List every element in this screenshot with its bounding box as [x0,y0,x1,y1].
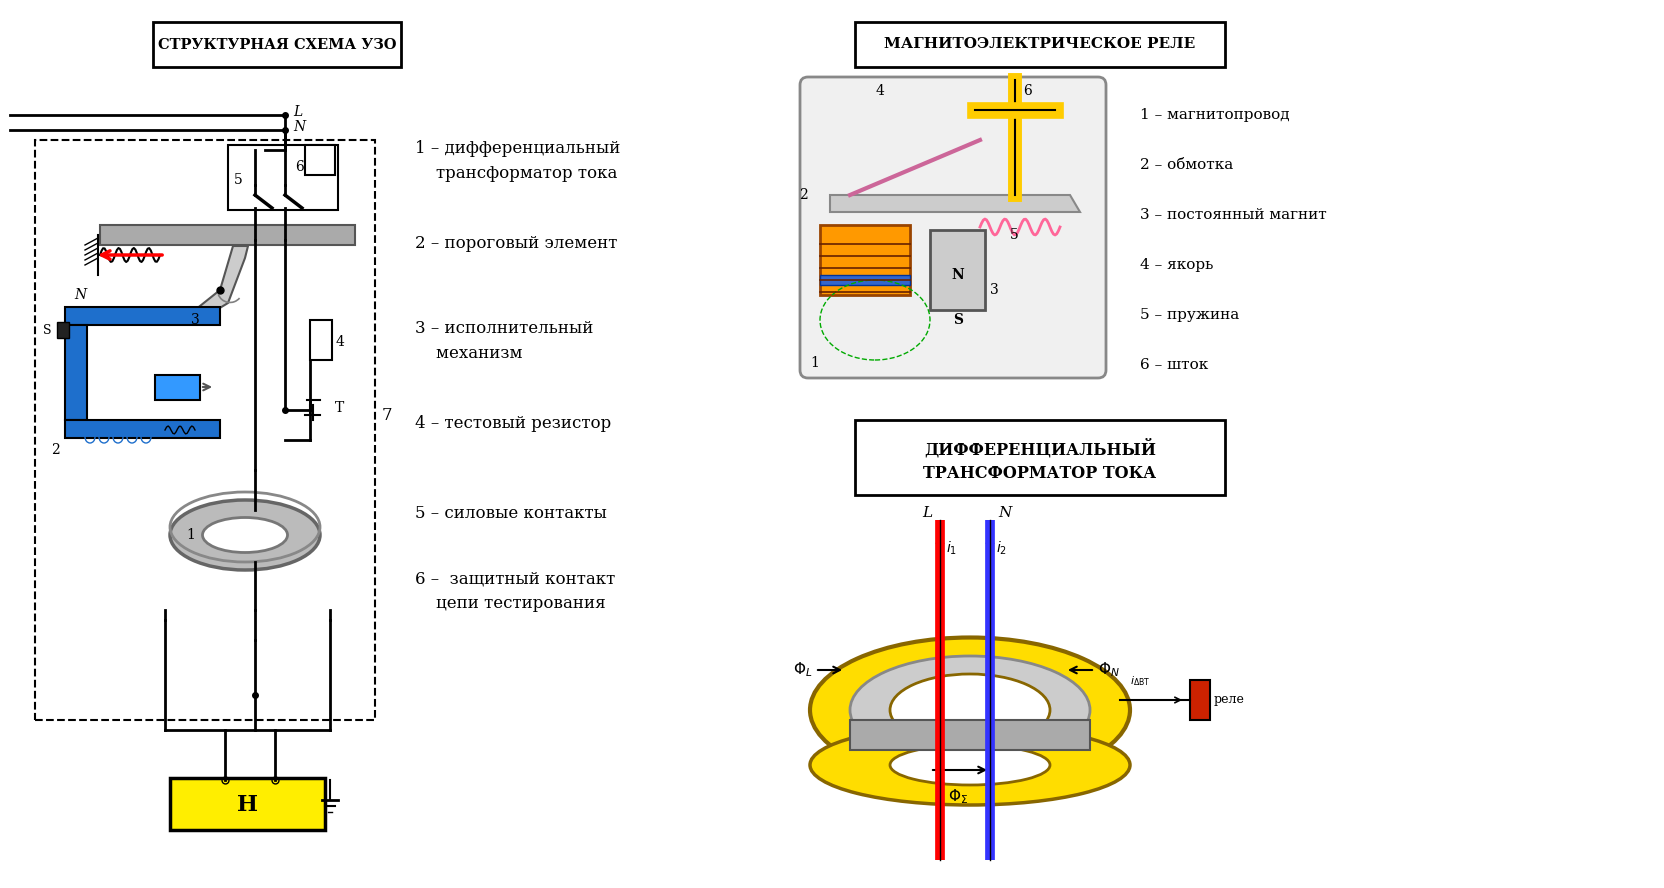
Text: 6: 6 [1023,84,1032,98]
Text: 1 – дифференциальный
    трансформатор тока: 1 – дифференциальный трансформатор тока [414,140,621,182]
Text: $\Phi_L$: $\Phi_L$ [792,661,812,679]
Bar [228,145,338,210]
Bar [65,307,220,325]
Bar [35,140,374,720]
Text: $i_{\Delta{\rm BT}}$: $i_{\Delta{\rm BT}}$ [1130,674,1150,688]
Ellipse shape [170,500,319,570]
Text: S: S [953,313,963,327]
Text: $\Phi_\Sigma$: $\Phi_\Sigma$ [948,787,968,805]
Text: 6: 6 [295,160,305,174]
Text: $i_1$: $i_1$ [947,539,957,557]
Bar [855,420,1225,495]
Text: N: N [73,288,87,302]
Text: 4 – якорь: 4 – якорь [1140,258,1213,272]
Bar [855,22,1225,67]
Text: T: T [334,401,344,415]
Text: L: L [922,506,932,520]
Text: $i_2$: $i_2$ [997,539,1007,557]
Text: 6 –  защитный контакт
    цепи тестирования: 6 – защитный контакт цепи тестирования [414,570,616,612]
Text: 7: 7 [383,407,393,424]
Ellipse shape [890,674,1050,746]
Text: 6 – шток: 6 – шток [1140,358,1208,372]
Text: 4: 4 [875,84,885,98]
Text: ДИФФЕРЕНЦИАЛЬНЫЙ
ТРАНСФОРМАТОР ТОКА: ДИФФЕРЕНЦИАЛЬНЫЙ ТРАНСФОРМАТОР ТОКА [924,439,1156,481]
Text: 5 – пружина: 5 – пружина [1140,308,1240,322]
Bar [305,145,334,175]
Bar [57,322,68,338]
Text: 3 – постоянный магнит: 3 – постоянный магнит [1140,208,1326,222]
Bar [170,778,324,830]
Text: 5: 5 [1010,228,1018,242]
Ellipse shape [810,638,1130,782]
Text: L: L [293,105,303,119]
Bar [310,320,333,360]
Bar [155,375,200,400]
Text: 1: 1 [186,528,195,542]
Ellipse shape [203,518,288,552]
Text: 2 – пороговый элемент: 2 – пороговый элемент [414,235,617,252]
Bar [65,325,87,420]
Bar [1190,680,1210,720]
Text: МАГНИТОЭЛЕКТРИЧЕСКОЕ РЕЛЕ: МАГНИТОЭЛЕКТРИЧЕСКОЕ РЕЛЕ [884,37,1196,51]
Text: 3 – исполнительный
    механизм: 3 – исполнительный механизм [414,320,594,361]
Bar [153,22,401,67]
Ellipse shape [810,725,1130,805]
Bar [65,420,220,438]
Polygon shape [195,246,248,320]
Bar [820,225,910,295]
Text: 1: 1 [810,356,819,370]
Bar [850,720,1090,750]
FancyBboxPatch shape [800,77,1107,378]
Text: 2: 2 [799,188,809,202]
Text: 3: 3 [191,313,200,327]
Text: 1 – магнитопровод: 1 – магнитопровод [1140,108,1290,122]
Text: 2: 2 [52,443,60,457]
Text: N: N [952,268,965,282]
Text: СТРУКТУРНАЯ СХЕМА УЗО: СТРУКТУРНАЯ СХЕМА УЗО [158,38,396,52]
Text: 5 – силовые контакты: 5 – силовые контакты [414,505,607,522]
Text: 3: 3 [990,283,998,297]
Ellipse shape [850,656,1090,764]
Bar [100,225,354,245]
Text: N: N [293,120,305,134]
Text: H: H [238,794,258,816]
Text: 2 – обмотка: 2 – обмотка [1140,158,1233,172]
Text: N: N [998,506,1012,520]
Text: S: S [43,323,52,337]
Text: $\Phi_N$: $\Phi_N$ [1098,661,1120,679]
Text: 4: 4 [336,335,344,349]
Ellipse shape [890,745,1050,785]
Bar [820,275,910,285]
Polygon shape [830,195,1080,212]
Text: 5: 5 [235,173,243,187]
Text: 4 – тестовый резистор: 4 – тестовый резистор [414,415,611,432]
Text: реле: реле [1215,694,1245,707]
Bar [930,230,985,310]
